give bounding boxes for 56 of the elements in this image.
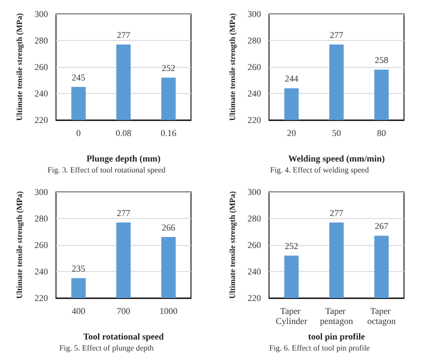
y-tick-label: 220: [248, 293, 262, 303]
data-label: 244: [284, 74, 299, 84]
x-tick-label: 80: [377, 128, 386, 138]
caption: Fig. 5. Effect of plunge depth: [59, 344, 154, 352]
x-tick-label: 1000: [160, 306, 178, 316]
y-tick-label: 260: [34, 62, 48, 72]
y-axis-title: Ultimate tensile strength (MPa): [228, 12, 238, 121]
y-tick-label: 300: [248, 187, 262, 197]
y-tick-label: 260: [34, 240, 48, 250]
data-label: 235: [72, 264, 86, 274]
x-tick-label: 50: [332, 128, 342, 138]
y-axis-title: Ultimate tensile strength (MPa): [15, 190, 24, 299]
x-tick-label: Taper pentagon: [320, 306, 354, 326]
y-tick-label: 240: [34, 88, 48, 98]
x-tick-label: Taper Cylinder: [276, 306, 308, 326]
y-tick-label: 300: [34, 187, 48, 197]
x-tick-label: 20: [287, 128, 296, 138]
data-label: 266: [162, 222, 176, 233]
data-label: 277: [116, 208, 131, 218]
caption: Fig. 4. Effect of welding speed: [270, 166, 369, 174]
data-label: 277: [330, 30, 344, 40]
data-label: 258: [374, 55, 389, 66]
x-axis-title: Welding speed (mm/min): [288, 154, 385, 164]
x-tick-label: 0: [76, 128, 82, 138]
data-label: 277: [330, 208, 344, 218]
data-label: 245: [72, 72, 86, 82]
y-tick-label: 300: [34, 9, 48, 19]
y-tick-label: 280: [34, 36, 48, 46]
caption: Fig. 3. Effect of tool rotational speed: [47, 166, 166, 174]
data-label: 277: [116, 30, 131, 40]
y-axis-title: Ultimate tensile strength (MPa): [228, 190, 238, 299]
y-tick-label: 240: [34, 266, 48, 276]
y-axis-title: Ultimate tensile strength (MPa): [15, 12, 24, 121]
x-tick-label: 700: [116, 306, 131, 316]
x-tick-label: 0.16: [160, 128, 177, 138]
y-tick-label: 280: [34, 214, 48, 224]
x-axis-title: tool pin profile: [308, 332, 365, 342]
data-label: 252: [284, 241, 298, 252]
x-tick-label: 0.08: [116, 128, 132, 138]
data-label: 267: [374, 221, 389, 232]
y-tick-label: 220: [34, 293, 48, 303]
y-tick-label: 280: [248, 36, 262, 46]
y-tick-label: 240: [248, 88, 262, 98]
y-tick-label: 300: [248, 9, 262, 19]
x-axis-title: Tool rotational speed: [83, 332, 164, 342]
y-tick-label: 220: [248, 115, 262, 125]
y-tick-label: 280: [248, 214, 262, 224]
y-tick-label: 220: [34, 115, 48, 125]
caption: Fig. 6. Effect of tool pin profile: [269, 344, 370, 352]
y-tick-label: 240: [248, 266, 262, 276]
x-axis-title: Plunge depth (mm): [86, 154, 160, 164]
y-tick-label: 260: [248, 240, 262, 250]
data-label: 252: [162, 63, 176, 74]
x-tick-label: 400: [72, 306, 86, 316]
x-tick-label: Taper octagon: [367, 306, 396, 326]
y-tick-label: 260: [248, 62, 262, 72]
